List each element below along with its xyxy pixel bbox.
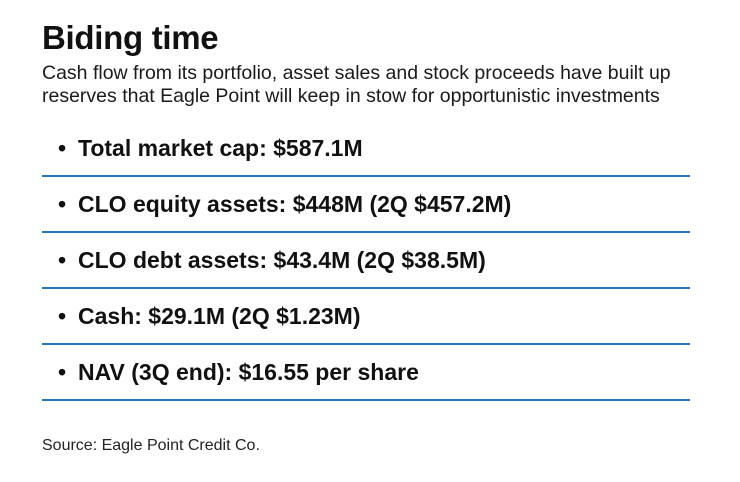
- stat-item: • Total market cap: $587.1M: [42, 122, 690, 177]
- bullet-icon: •: [58, 303, 67, 329]
- stat-text: Total market cap: $587.1M: [78, 135, 363, 161]
- stat-text: CLO debt assets: $43.4M (2Q $38.5M): [78, 247, 486, 273]
- page-title: Biding time: [42, 19, 219, 56]
- stat-item: • CLO equity assets: $448M (2Q $457.2M): [42, 178, 690, 233]
- stats-list: • Total market cap: $587.1M • CLO equity…: [42, 122, 690, 401]
- bullet-icon: •: [58, 359, 67, 385]
- stat-item: • CLO debt assets: $43.4M (2Q $38.5M): [42, 234, 690, 289]
- bullet-icon: •: [58, 247, 67, 273]
- stat-text: Cash: $29.1M (2Q $1.23M): [78, 303, 361, 329]
- subtitle: Cash flow from its portfolio, asset sale…: [42, 62, 671, 107]
- infographic-card: Biding time Cash flow from its portfolio…: [42, 18, 690, 402]
- bullet-icon: •: [58, 135, 67, 161]
- bullet-icon: •: [58, 191, 67, 217]
- stat-text: NAV (3Q end): $16.55 per share: [78, 359, 419, 385]
- stat-text: CLO equity assets: $448M (2Q $457.2M): [78, 191, 512, 217]
- stat-item: • Cash: $29.1M (2Q $1.23M): [42, 290, 690, 345]
- stat-item: • NAV (3Q end): $16.55 per share: [42, 346, 690, 401]
- source-note: Source: Eagle Point Credit Co.: [42, 437, 260, 454]
